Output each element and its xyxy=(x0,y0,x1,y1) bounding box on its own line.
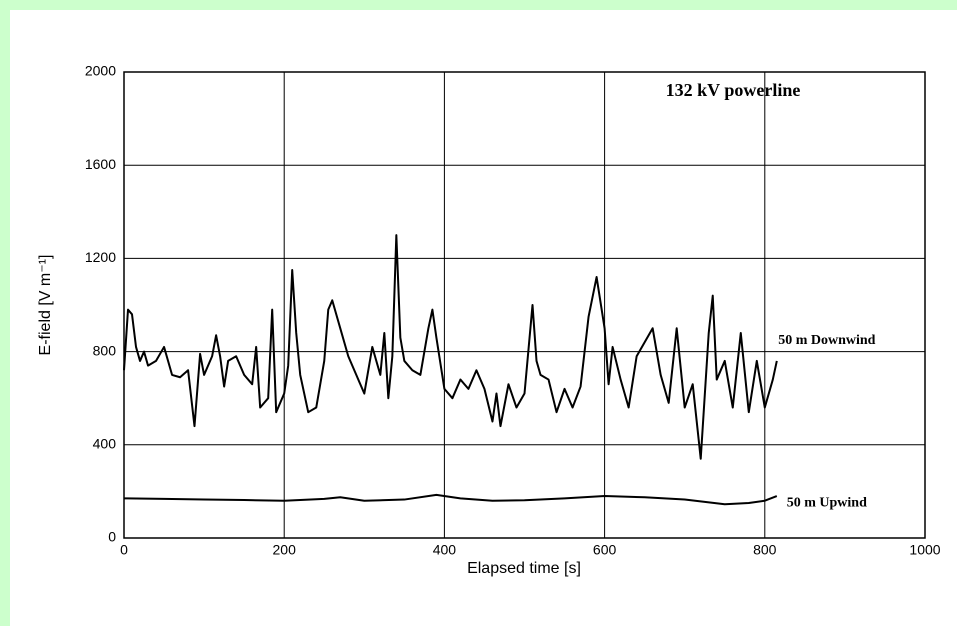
panel xyxy=(10,10,957,626)
x-tick-label: 400 xyxy=(433,542,457,558)
y-tick-label: 2000 xyxy=(85,63,116,79)
y-tick-label: 1200 xyxy=(85,249,116,265)
series-line xyxy=(123,234,778,460)
x-tick-label: 800 xyxy=(753,542,777,558)
x-tick-label: 600 xyxy=(593,542,617,558)
plot-frame xyxy=(123,71,926,539)
x-tick-label: 200 xyxy=(273,542,297,558)
series-label: 50 m Downwind xyxy=(778,333,875,348)
x-tick-label: 0 xyxy=(120,542,128,558)
y-tick-label: 400 xyxy=(93,436,117,452)
x-tick-label: 1000 xyxy=(909,542,940,558)
x-axis-label: Elapsed time [s] xyxy=(467,560,581,577)
series-label: 50 m Upwind xyxy=(787,495,867,510)
chart-title: 132 kV powerline xyxy=(666,80,801,100)
y-axis-label: E-field [V m⁻¹] xyxy=(37,255,54,356)
y-tick-label: 0 xyxy=(108,529,116,545)
y-tick-label: 800 xyxy=(93,342,117,358)
y-tick-label: 1600 xyxy=(85,156,116,172)
series-line xyxy=(123,493,778,506)
